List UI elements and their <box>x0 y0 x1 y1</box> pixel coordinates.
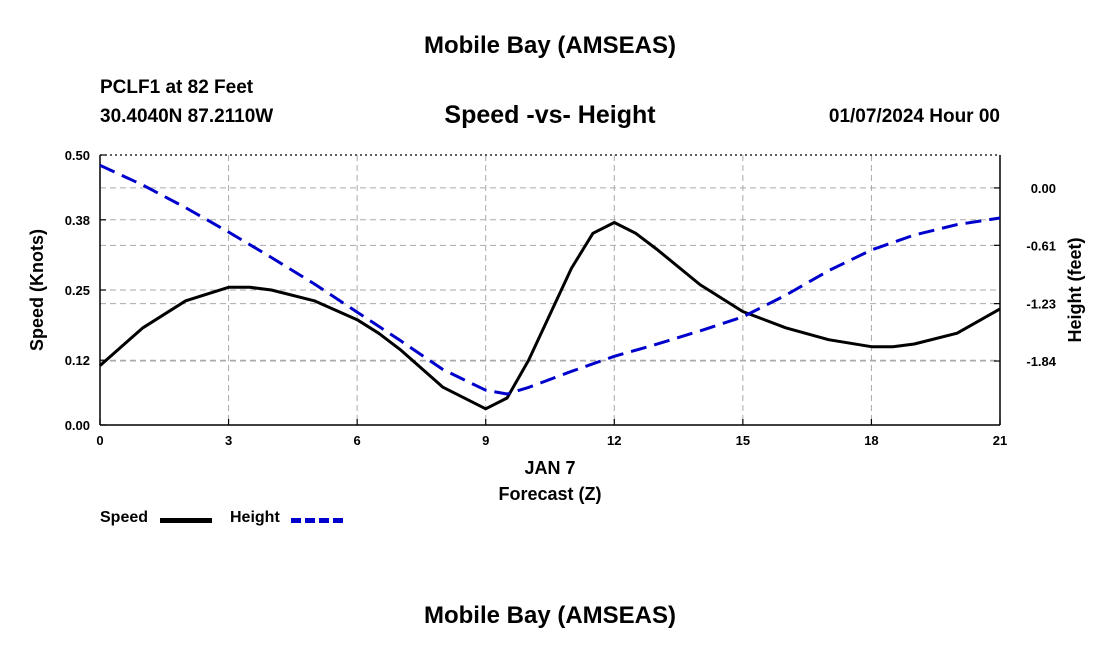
footer-title: Mobile Bay (AMSEAS) <box>423 602 677 629</box>
y-tick-label: 0.50 <box>65 148 90 163</box>
tick-labels: 0 3 6 9 12 15 18 21 0.00 0.12 0.25 0.38 0.50 0.00 -0.6… <box>65 148 1057 448</box>
station-coordinates: 30.4040N 87.2110W <box>100 106 274 127</box>
y-tick-label: 0.00 <box>65 418 90 433</box>
x-tick-label: 15 <box>736 433 750 448</box>
legend-speed-label: Speed <box>100 509 149 526</box>
x-tick-label: 3 <box>225 433 232 448</box>
x-tick-label: 21 <box>993 433 1007 448</box>
y2-tick-label: -1.23 <box>1026 297 1056 312</box>
x-tick-label: 12 <box>607 433 621 448</box>
y2-tick-label: -0.61 <box>1026 238 1056 253</box>
y2-tick-label: -1.84 <box>1026 354 1056 369</box>
height-series-line <box>99 163 1001 396</box>
series <box>99 163 1001 411</box>
y2-axis-label: Height (feet) <box>1065 238 1085 343</box>
axes <box>99 154 1001 426</box>
y2-tick-label: 0.00 <box>1031 181 1056 196</box>
chart-page-title: Mobile Bay (AMSEAS) <box>423 32 677 59</box>
station-label: PCLF1 at 82 Feet <box>100 77 254 98</box>
legend-height-label: Height <box>230 509 280 526</box>
x-tick-label: 0 <box>96 433 103 448</box>
x-tick-label: 18 <box>864 433 878 448</box>
speed-series-line <box>99 221 1001 411</box>
forecast-date: 01/07/2024 Hour 00 <box>828 106 1000 127</box>
grid-lines <box>100 155 1000 425</box>
y-tick-label: 0.25 <box>65 283 90 298</box>
y-axis-label: Speed (Knots) <box>27 229 47 351</box>
y-tick-label: 0.12 <box>65 353 90 368</box>
legend-speed-swatch <box>160 518 212 523</box>
y-tick-label: 0.38 <box>65 213 90 228</box>
legend-height-swatch <box>291 518 343 523</box>
x-tick-label: 6 <box>354 433 361 448</box>
plot-title: Speed -vs- Height <box>444 101 656 129</box>
x-axis-label: Forecast (Z) <box>498 484 601 504</box>
x-sublabel: JAN 7 <box>524 458 575 478</box>
x-tick-label: 9 <box>482 433 489 448</box>
